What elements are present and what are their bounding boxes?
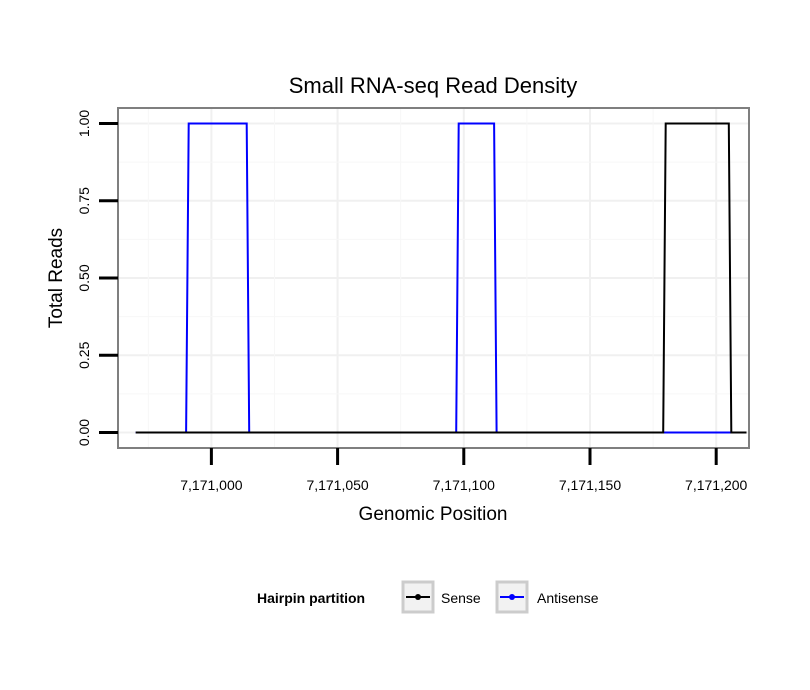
- legend-dot-antisense: [509, 594, 515, 600]
- x-tick-label-3: 7,171,150: [559, 477, 621, 493]
- legend-label-sense: Sense: [441, 590, 481, 606]
- x-axis: 7,171,000 7,171,050 7,171,100 7,171,150 7,17…: [180, 448, 748, 493]
- x-tick-label-4: 7,171,200: [685, 477, 747, 493]
- legend-title: Hairpin partition: [257, 590, 365, 606]
- x-tick-label-1: 7,171,050: [306, 477, 368, 493]
- chart-title: Small RNA-seq Read Density: [289, 73, 578, 98]
- x-tick-label-2: 7,171,100: [433, 477, 495, 493]
- grid: [118, 108, 749, 448]
- legend: Hairpin partition Sense Antisense: [257, 580, 599, 614]
- series-layer: [135, 122, 747, 434]
- y-tick-label-0: 0.00: [76, 419, 92, 446]
- x-tick-label-0: 7,171,000: [180, 477, 242, 493]
- y-tick-label-3: 0.75: [76, 187, 92, 214]
- y-tick-label-2: 0.50: [76, 264, 92, 291]
- legend-item-antisense: Antisense: [495, 580, 599, 614]
- x-axis-title: Genomic Position: [359, 504, 508, 525]
- legend-dot-sense: [415, 594, 421, 600]
- y-tick-label-1: 0.25: [76, 341, 92, 368]
- legend-label-antisense: Antisense: [537, 590, 599, 606]
- y-axis-title: Total Reads: [46, 228, 67, 328]
- series-line-sense: [135, 122, 747, 434]
- legend-item-sense: Sense: [401, 580, 481, 614]
- y-tick-label-4: 1.00: [76, 110, 92, 137]
- y-axis: 0.00 0.25 0.50 0.75 1.00: [76, 110, 118, 446]
